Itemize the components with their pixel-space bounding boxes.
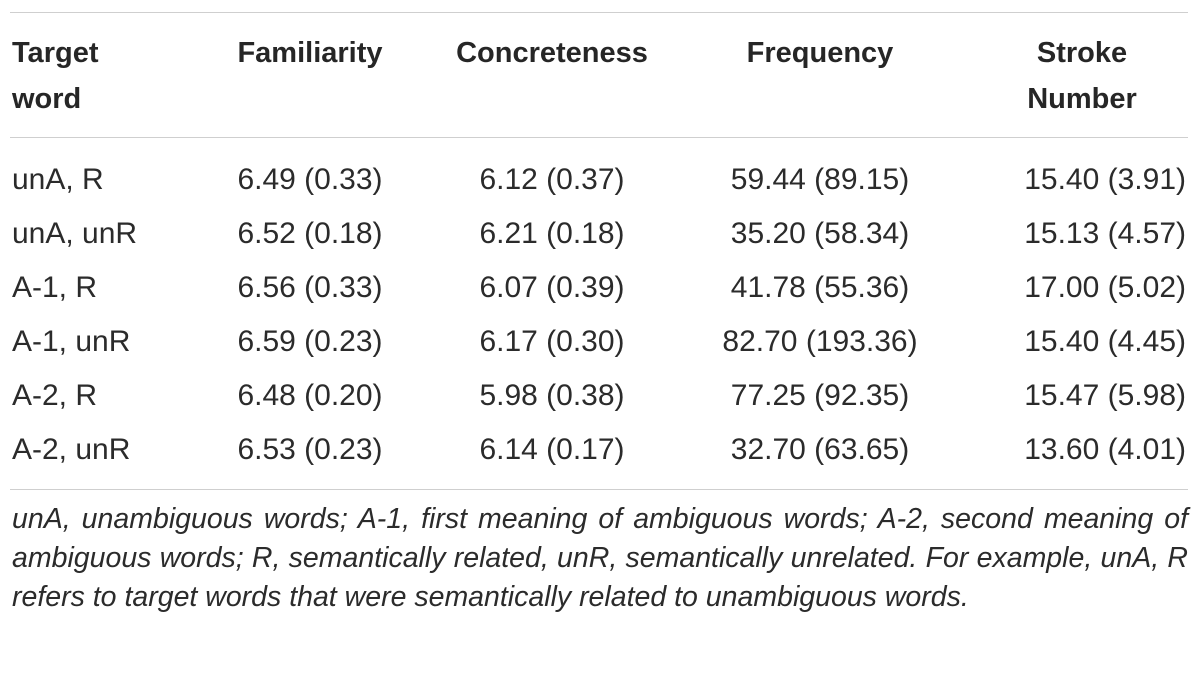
table-top-rule [10,12,1188,13]
row-2-familiarity: 6.56 (0.33) [237,271,383,304]
row-5-target-word: A-2, unR [12,433,131,466]
header-stroke-number: Stroke Number [970,30,1194,122]
header-familiarity: Familiarity [200,30,420,76]
row-4-target-word: A-2, R [12,379,98,412]
header-frequency: Frequency [700,30,940,76]
header-target-word-line1: Target [12,37,99,69]
row-5-stroke-number: 13.60 (4.01) [1024,433,1186,466]
table-bottom-rule [10,489,1188,490]
row-2-concreteness: 6.07 (0.39) [479,271,625,304]
row-1-stroke-number: 15.13 (4.57) [1024,217,1186,250]
header-stroke-number-line2: Number [1027,83,1137,115]
row-4-concreteness: 5.98 (0.38) [479,379,625,412]
row-3-concreteness: 6.17 (0.30) [479,325,625,358]
row-5-concreteness: 6.14 (0.17) [479,433,625,466]
header-stroke-number-line1: Stroke [1036,37,1128,69]
row-0-concreteness: 6.12 (0.37) [479,163,625,196]
row-2-target-word: A-1, R [12,271,98,304]
row-0-target-word: unA, R [12,163,104,196]
row-3-target-word: A-1, unR [12,325,131,358]
row-4-stroke-number: 15.47 (5.98) [1024,379,1186,412]
header-target-word-line2: word [12,83,82,115]
header-divider-rule [10,137,1188,138]
row-3-stroke-number: 15.40 (4.45) [1024,325,1186,358]
row-1-target-word: unA, unR [12,217,138,250]
row-0-frequency: 59.44 (89.15) [730,163,910,196]
row-5-frequency: 32.70 (63.65) [730,433,910,466]
table-footnote: unA, unambiguous words; A-1, first meani… [12,503,1188,613]
row-1-frequency: 35.20 (58.34) [730,217,910,250]
row-4-familiarity: 6.48 (0.20) [237,379,383,412]
row-5-familiarity: 6.53 (0.23) [237,433,383,466]
header-familiarity-label: Familiarity [237,37,383,69]
row-1-familiarity: 6.52 (0.18) [237,217,383,250]
header-concreteness-label: Concreteness [456,37,648,69]
row-0-familiarity: 6.49 (0.33) [237,163,383,196]
header-frequency-label: Frequency [746,37,894,69]
header-concreteness: Concreteness [432,30,672,76]
row-4-frequency: 77.25 (92.35) [730,379,910,412]
row-3-familiarity: 6.59 (0.23) [237,325,383,358]
row-3-frequency: 82.70 (193.36) [722,325,918,358]
header-target-word: Target word [12,30,98,122]
row-2-stroke-number: 17.00 (5.02) [1024,271,1186,304]
row-1-concreteness: 6.21 (0.18) [479,217,625,250]
row-0-stroke-number: 15.40 (3.91) [1024,163,1186,196]
row-2-frequency: 41.78 (55.36) [730,271,910,304]
